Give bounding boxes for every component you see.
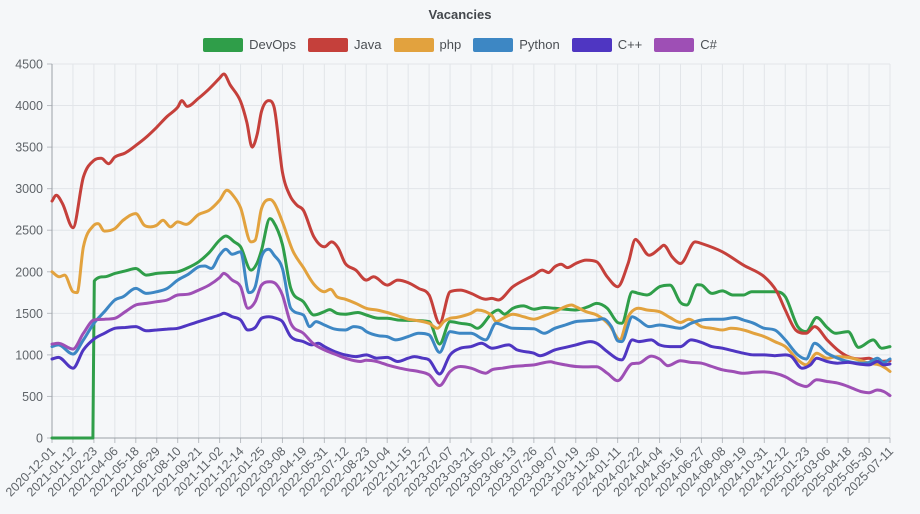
legend-swatch-C++ xyxy=(571,38,612,52)
legend-label: C# xyxy=(700,37,717,52)
y-axis-label: 4500 xyxy=(15,58,43,72)
legend-label: DevOps xyxy=(249,37,297,52)
series-line-C++ xyxy=(50,311,892,376)
legend-item-C#[interactable]: C# xyxy=(654,38,717,52)
y-axis-label: 500 xyxy=(22,390,43,404)
legend-swatch-php xyxy=(393,38,434,52)
legend: DevOps Java php Python C++ C# xyxy=(0,38,920,52)
legend-item-C++[interactable]: C++ xyxy=(571,37,643,52)
y-axis-label: 1000 xyxy=(15,348,43,362)
legend-item-DevOps[interactable]: DevOps xyxy=(203,38,296,52)
legend-label: Python xyxy=(519,37,560,52)
chart-title: Vacancies xyxy=(428,7,492,22)
y-axis-label: 1500 xyxy=(15,307,43,321)
legend-item-Java[interactable]: Java xyxy=(308,37,382,52)
y-axis-label: 3000 xyxy=(15,182,43,196)
series-line-php xyxy=(50,188,892,373)
y-axis-label: 2000 xyxy=(15,265,43,279)
y-axis-label: 4000 xyxy=(15,99,43,113)
legend-label: C++ xyxy=(617,37,643,52)
legend-item-php[interactable]: php xyxy=(393,37,462,52)
series-line-Python xyxy=(50,247,892,365)
y-axis-label: 3500 xyxy=(15,141,43,155)
legend-swatch-Python xyxy=(473,38,514,52)
legend-swatch-Java xyxy=(308,38,349,52)
y-axis-label: 2500 xyxy=(15,224,43,238)
legend-item-Python[interactable]: Python xyxy=(473,37,560,52)
series-line-C# xyxy=(50,271,892,398)
y-axis-label: 0 xyxy=(36,432,43,446)
legend-swatch-DevOps xyxy=(203,38,244,52)
legend-swatch-C# xyxy=(654,38,695,52)
legend-label: Java xyxy=(354,37,382,52)
legend-label: php xyxy=(439,37,462,52)
series-line-DevOps xyxy=(50,217,892,440)
series-line-Java xyxy=(50,72,892,363)
